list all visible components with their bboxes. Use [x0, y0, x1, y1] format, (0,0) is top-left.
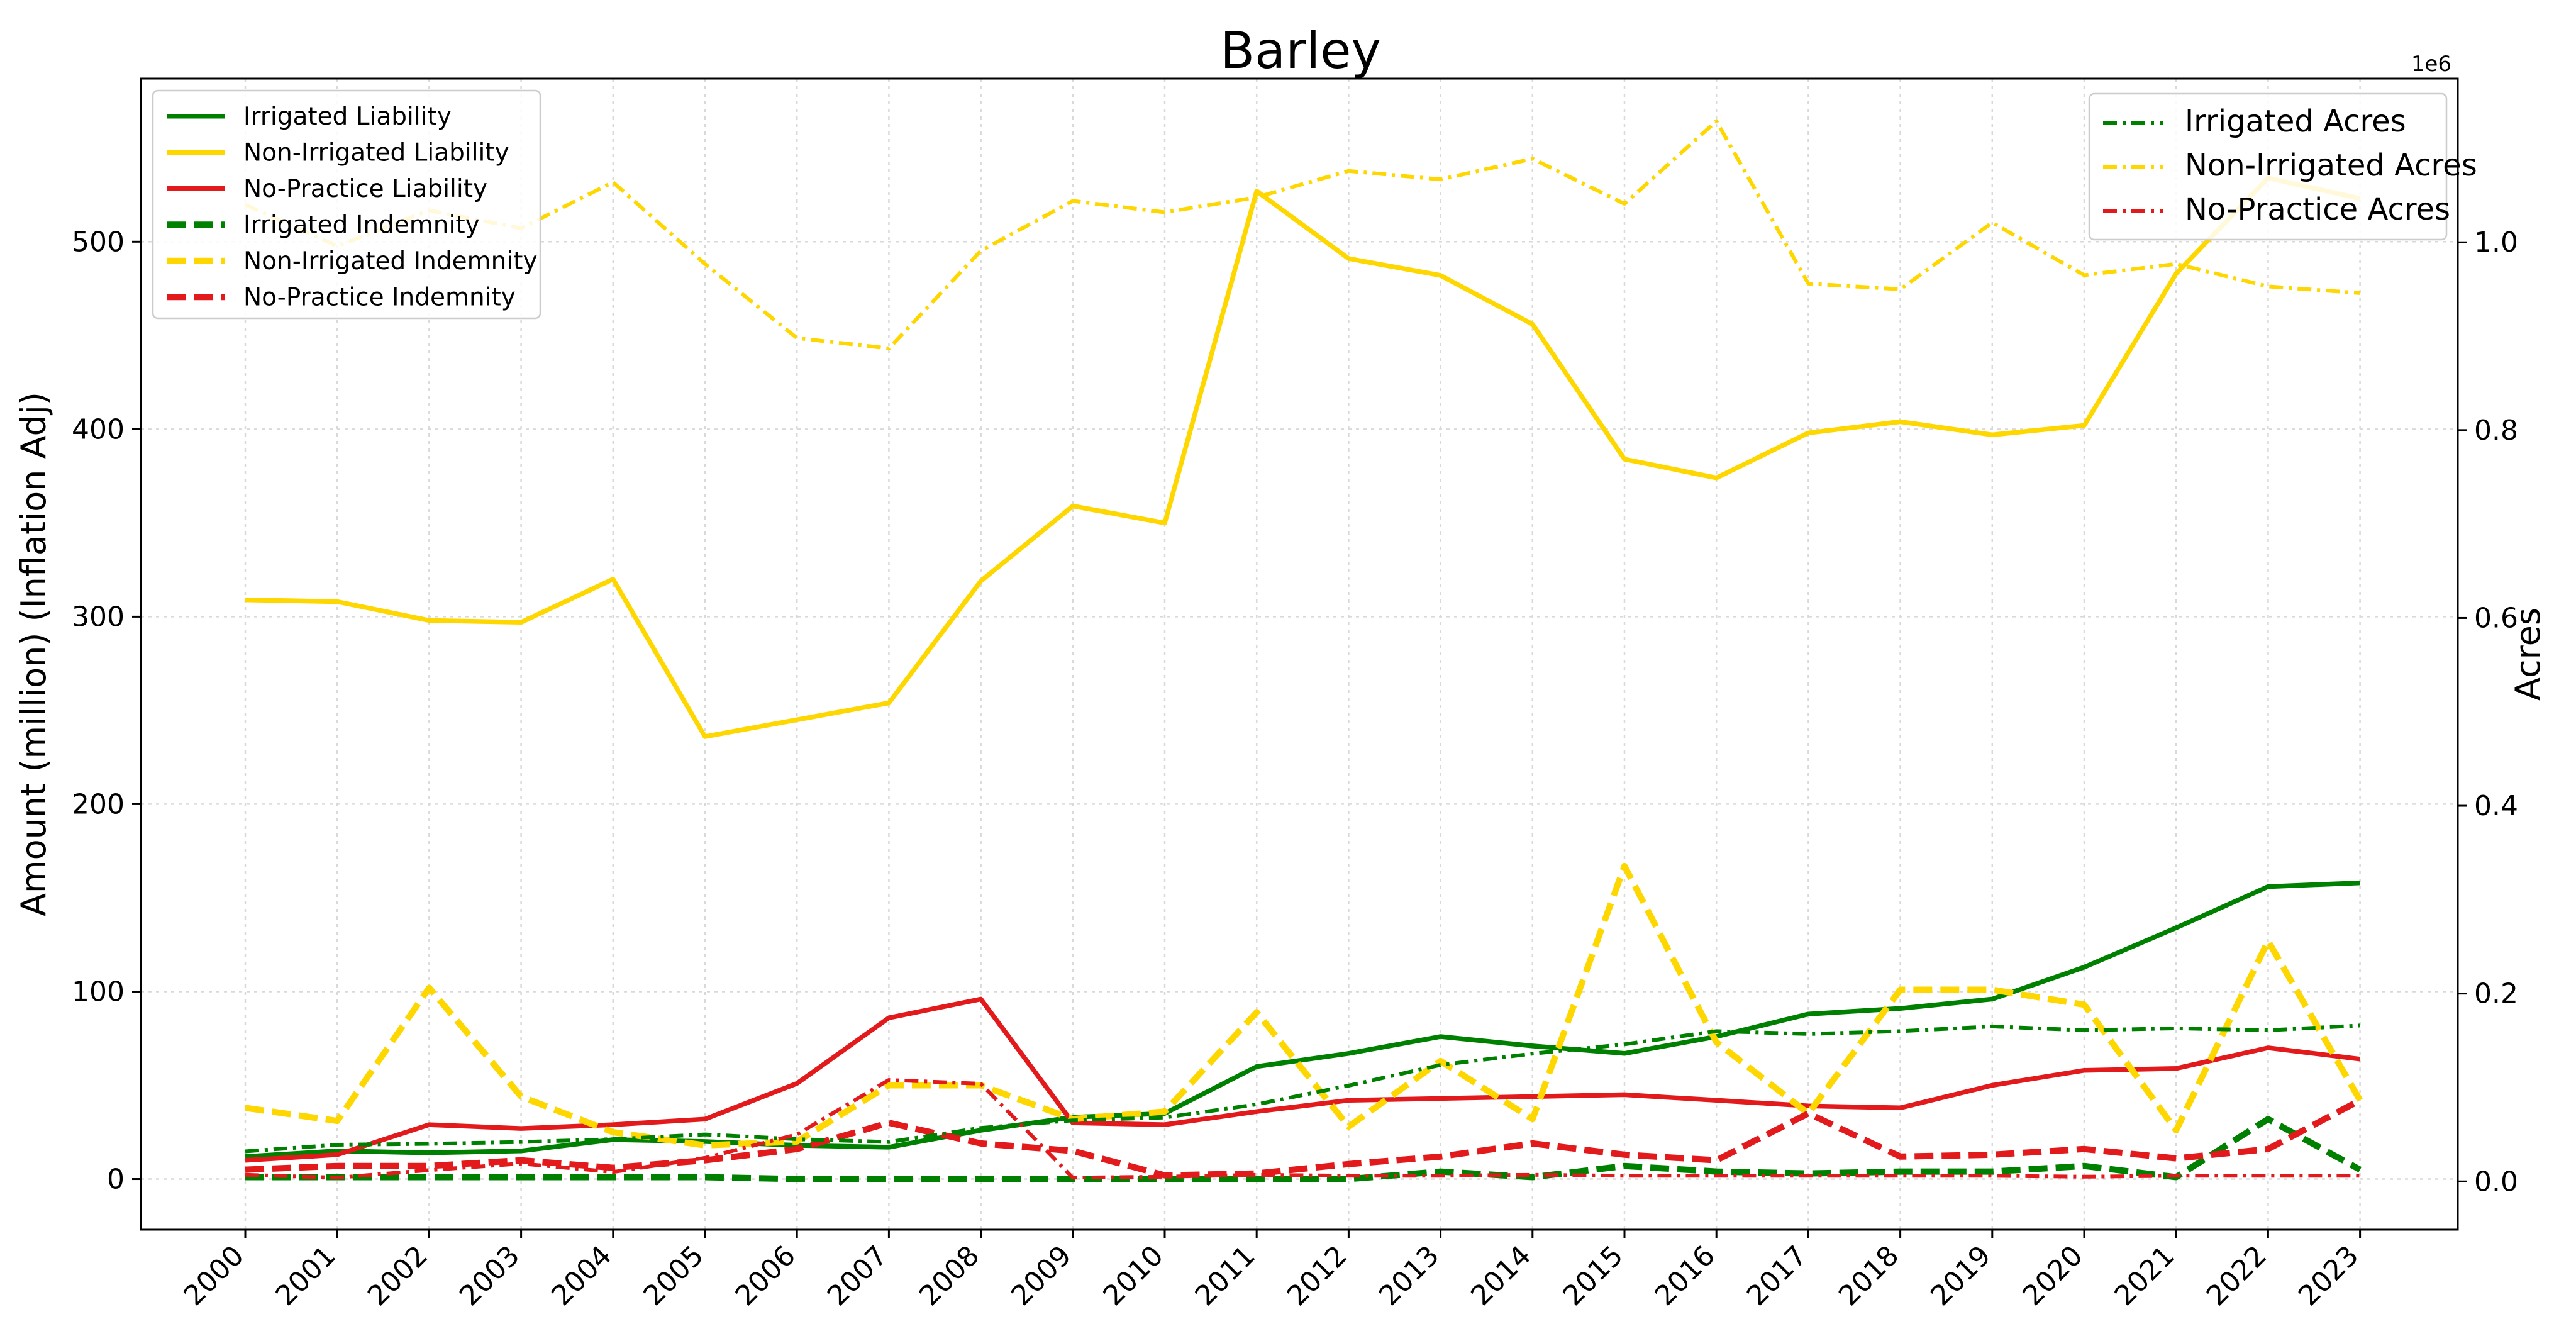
chart-title: Barley	[1220, 21, 1381, 80]
series-lines	[244, 119, 2363, 1182]
y2-tick-label: 1.0	[2474, 226, 2518, 259]
series-line-irrigated-indemnity	[245, 1116, 2362, 1182]
legend-label-irrigated-liability: Irrigated Liability	[243, 103, 452, 131]
series-line-non-irrigated-indemnity	[245, 862, 2363, 1149]
legend-box	[152, 89, 541, 320]
series-line-non-irrigated-liability	[245, 175, 2361, 739]
y2-tick-label: 0.8	[2474, 415, 2518, 447]
legend-label-irrigated-acres: Irrigated Acres	[2185, 104, 2406, 139]
series-line-no-practice-acres	[245, 1078, 2360, 1180]
y-tick-label: 200	[72, 788, 125, 820]
legend-label-non-irrigated-indemnity: Non-Irrigated Indemnity	[243, 247, 538, 275]
y2-tick-label: 0.4	[2474, 790, 2518, 822]
y-tick-label: 300	[72, 601, 125, 633]
y-tick-label: 0	[107, 1164, 125, 1196]
legend-label-no-practice-indemnity: No-Practice Indemnity	[243, 283, 516, 311]
legend-label-irrigated-indemnity: Irrigated Indemnity	[243, 211, 480, 239]
y2-offset-label: 1e6	[2411, 52, 2451, 77]
y2-axis-label: Acres	[2508, 608, 2548, 701]
legend-box	[2088, 92, 2448, 241]
y-tick-label: 100	[72, 976, 125, 1008]
y-axis-label: Amount (million) (Inflation Adj)	[14, 392, 53, 916]
y-tick-label: 500	[72, 226, 125, 258]
legend-left: Irrigated Liability Non-Irrigated Liabili…	[152, 89, 541, 320]
y-tick-label: 400	[72, 413, 125, 445]
series-line-irrigated-acres	[245, 1023, 2360, 1154]
legend-label-no-practice-acres: No-Practice Acres	[2185, 192, 2450, 227]
legend-label-non-irrigated-acres: Non-Irrigated Acres	[2185, 148, 2477, 183]
plot-frame	[140, 77, 2459, 1231]
series-line-non-irrigated-acres	[244, 119, 2360, 350]
series-line-no-practice-indemnity	[245, 1097, 2362, 1179]
legend-label-no-practice-liability: No-Practice Liability	[243, 175, 487, 203]
y2-tick-label: 0.2	[2474, 978, 2518, 1010]
series-line-no-practice-liability	[245, 996, 2361, 1163]
y2-tick-label: 0.6	[2474, 602, 2518, 634]
legend-label-non-irrigated-liability: Non-Irrigated Liability	[243, 138, 509, 167]
legend-right: Irrigated Acres Non-Irrigated Acres No-Pra…	[2088, 92, 2477, 241]
y2-tick-label: 0.0	[2474, 1166, 2518, 1198]
